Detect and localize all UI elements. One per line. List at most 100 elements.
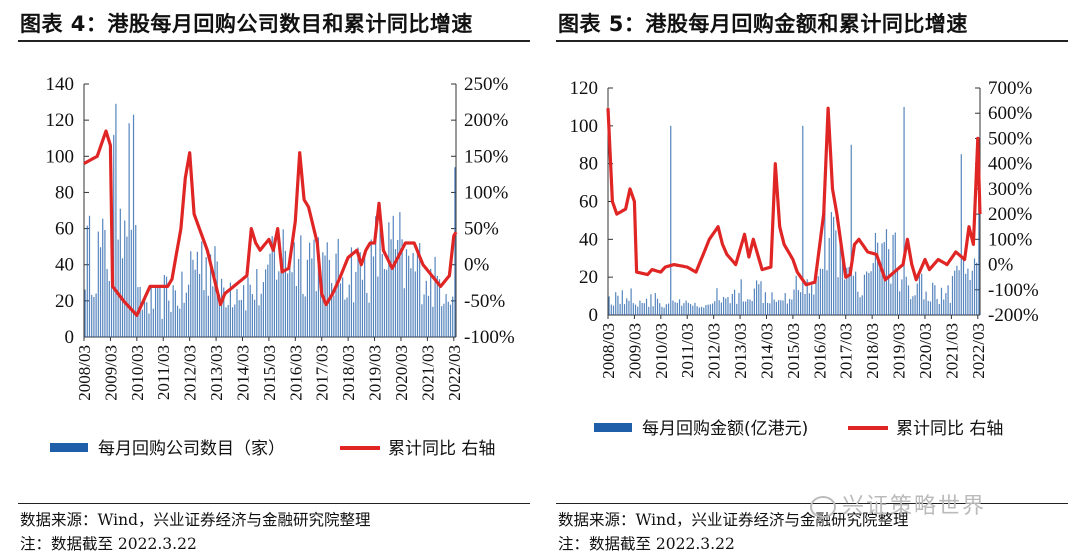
bar [353, 302, 355, 337]
bar [619, 303, 621, 315]
bar [623, 304, 626, 315]
bar [705, 305, 707, 315]
bar [350, 247, 353, 337]
bar [324, 255, 326, 337]
footer-divider [18, 503, 530, 504]
bar [425, 280, 427, 337]
bar [826, 270, 828, 315]
bar [150, 287, 152, 337]
bar [284, 250, 287, 337]
bar [674, 302, 676, 315]
bar [430, 268, 432, 337]
bar [126, 236, 128, 337]
x-tick-label: 2010/03 [652, 323, 671, 379]
bar [870, 271, 872, 315]
y-right-tick-label: 250% [464, 74, 509, 95]
bar [304, 296, 306, 337]
bar [874, 232, 877, 315]
bar [936, 299, 938, 315]
x-tick-label: 2020/03 [916, 323, 935, 379]
bar [154, 285, 157, 337]
chart-title: 图表 5：港股每月回购金额和累计同比增速 [558, 12, 968, 36]
bar [973, 258, 976, 315]
bar [293, 242, 295, 337]
bar [976, 262, 978, 315]
bar [888, 249, 890, 315]
bar [749, 299, 751, 315]
bar [170, 311, 172, 337]
bar [795, 275, 797, 315]
y-right-tick-label: 0% [464, 255, 490, 276]
bar [850, 144, 852, 315]
bar [379, 216, 381, 337]
bar [925, 291, 927, 315]
bar [683, 303, 685, 315]
y-right-tick-label: 50% [464, 219, 499, 240]
bar [947, 285, 949, 315]
x-tick-label: 2021/03 [418, 345, 437, 401]
bar [412, 252, 414, 337]
bar [901, 279, 903, 315]
bar [115, 103, 117, 337]
bar [320, 293, 322, 337]
bar [844, 279, 846, 315]
bar [804, 293, 806, 315]
bar [665, 304, 667, 315]
bar [227, 304, 229, 337]
bar [401, 239, 403, 337]
bar [641, 302, 643, 315]
bar [817, 276, 819, 315]
x-tick-label: 2011/03 [678, 323, 697, 378]
bar [766, 302, 769, 315]
y-left-tick-label: 60 [579, 192, 598, 213]
bar [146, 302, 148, 337]
x-tick-label: 2017/03 [313, 345, 332, 401]
y-right-tick-label: 150% [464, 146, 509, 167]
bar [960, 154, 962, 315]
bar [788, 298, 791, 315]
bar [333, 295, 335, 337]
bar [245, 310, 247, 337]
title-divider [18, 40, 530, 42]
bar [934, 285, 936, 315]
bar [762, 302, 764, 315]
bar [808, 293, 811, 315]
bar [879, 260, 881, 315]
bar [234, 304, 236, 337]
bar [921, 273, 923, 315]
bar [337, 238, 339, 337]
bar [628, 300, 630, 315]
bar [890, 283, 892, 315]
bar [302, 293, 304, 337]
bar [645, 298, 648, 315]
bar [927, 300, 929, 315]
bar [315, 291, 317, 337]
bar [663, 307, 665, 315]
x-tick-label: 2016/03 [810, 323, 829, 379]
bar [278, 271, 280, 337]
bar [800, 292, 802, 315]
bar [940, 287, 943, 315]
bar [238, 300, 240, 337]
bar [306, 259, 309, 337]
bar [815, 275, 817, 315]
bar [214, 246, 216, 337]
bar [949, 302, 951, 315]
y-left-tick-label: 0 [65, 327, 75, 348]
bar [390, 239, 392, 337]
bar [932, 282, 934, 315]
wechat-icon [810, 496, 836, 518]
bar [242, 285, 245, 337]
y-left-tick-label: 20 [55, 291, 74, 312]
legend-bar-swatch [594, 423, 632, 432]
bar [141, 309, 143, 337]
bar [696, 306, 698, 315]
bar [298, 259, 300, 337]
bar [793, 289, 795, 315]
bar [317, 237, 320, 337]
y-left-tick-label: 120 [570, 78, 599, 99]
bar [753, 288, 755, 315]
bar [276, 279, 278, 337]
bar [751, 301, 753, 315]
y-right-tick-label: -100% [988, 280, 1039, 301]
